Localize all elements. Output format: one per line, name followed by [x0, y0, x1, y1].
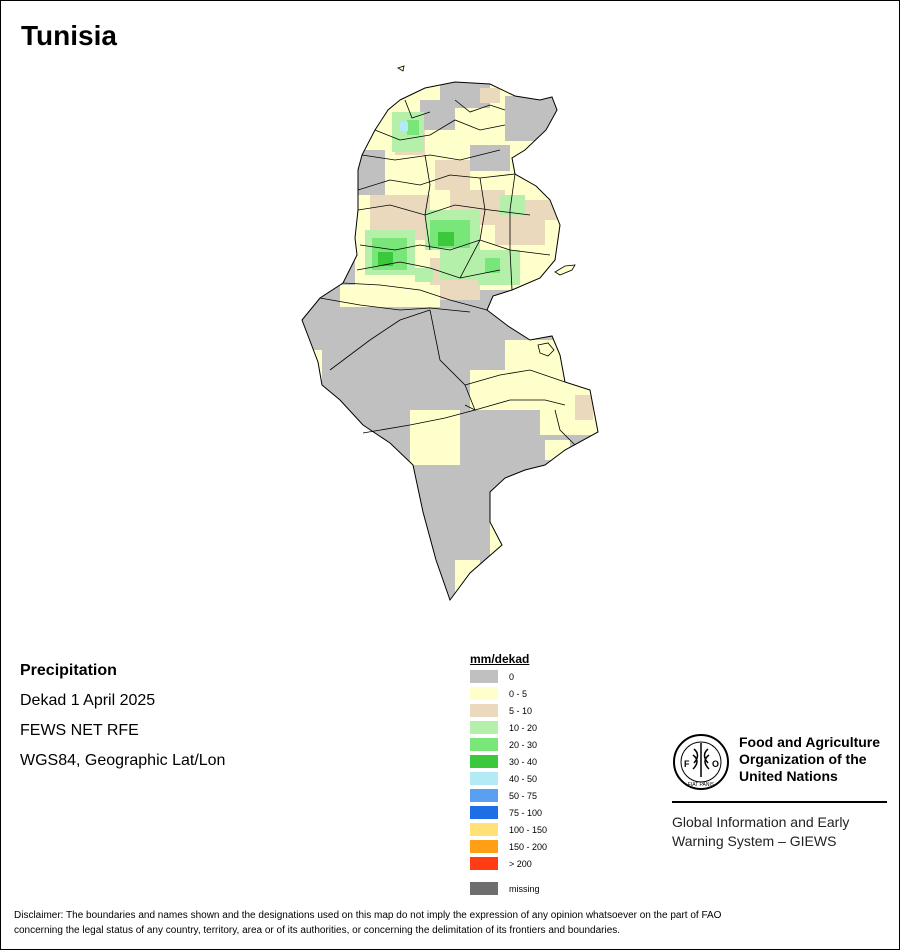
legend-label: 5 - 10 [509, 705, 533, 716]
legend-item: 0 [470, 668, 630, 685]
legend-swatch [470, 823, 498, 836]
projection-label: WGS84, Geographic Lat/Lon [20, 752, 226, 769]
legend-item: 75 - 100 [470, 804, 630, 821]
legend-swatch [470, 704, 498, 717]
svg-text:F: F [684, 759, 690, 769]
legend-label-missing: missing [509, 883, 540, 894]
legend-swatch [470, 687, 498, 700]
legend-item: 150 - 200 [470, 838, 630, 855]
islands [397, 65, 576, 357]
legend-label: 0 [509, 671, 515, 682]
legend-item: 20 - 30 [470, 736, 630, 753]
legend-label: 30 - 40 [509, 756, 538, 767]
legend-swatch [470, 806, 498, 819]
legend-swatch [470, 857, 498, 870]
legend-swatch [470, 755, 498, 768]
legend-swatch [470, 840, 498, 853]
legend-classes: 0 0 - 5 5 - 10 10 - 20 20 - 30 30 - 40 40 - 50… [470, 668, 630, 872]
svg-text:O: O [712, 759, 719, 769]
tunisia-precipitation-map [301, 65, 599, 602]
legend-title: mm/dekad [470, 652, 530, 666]
legend-label: 75 - 100 [509, 807, 543, 818]
legend: mm/dekad 0 0 - 5 5 - 10 10 - 20 20 - 30 30 - … [470, 652, 630, 897]
period-label: Dekad 1 April 2025 [20, 692, 156, 709]
legend-swatch-missing [470, 882, 498, 895]
legend-item: 40 - 50 [470, 770, 630, 787]
legend-item: 10 - 20 [470, 719, 630, 736]
admin-boundaries [319, 99, 576, 446]
disclaimer: Disclaimer: The boundaries and names sho… [14, 910, 722, 936]
legend-label: 0 - 5 [509, 688, 528, 699]
fao-logo-icon: F O FIAT PANIS [673, 734, 729, 790]
legend-label: 150 - 200 [509, 841, 548, 852]
legend-label: > 200 [509, 858, 532, 869]
legend-item: 0 - 5 [470, 685, 630, 702]
legend-swatch [470, 738, 498, 751]
organization-name: Food and Agriculture Organization of the… [739, 734, 881, 784]
legend-item-missing: missing [470, 880, 630, 897]
variable-label: Precipitation [20, 662, 117, 679]
legend-label: 100 - 150 [509, 824, 548, 835]
legend-item: > 200 [470, 855, 630, 872]
legend-swatch [470, 721, 498, 734]
legend-label: 50 - 75 [509, 790, 538, 801]
giews-label: Global Information and Early Warning Sys… [672, 814, 850, 849]
svg-text:FIAT PANIS: FIAT PANIS [688, 782, 715, 788]
legend-item: 5 - 10 [470, 702, 630, 719]
divider [672, 801, 887, 803]
legend-swatch [470, 772, 498, 785]
legend-swatch [470, 789, 498, 802]
legend-item: 50 - 75 [470, 787, 630, 804]
legend-label: 20 - 30 [509, 739, 538, 750]
legend-swatch [470, 670, 498, 683]
map-info: Precipitation Dekad 1 April 2025 FEWS NE… [20, 656, 225, 776]
map-title: Tunisia [21, 20, 117, 51]
legend-label: 40 - 50 [509, 773, 538, 784]
precipitation-raster [302, 82, 598, 600]
legend-item: 100 - 150 [470, 821, 630, 838]
legend-label: 10 - 20 [509, 722, 538, 733]
legend-item: 30 - 40 [470, 753, 630, 770]
source-label: FEWS NET RFE [20, 722, 139, 739]
